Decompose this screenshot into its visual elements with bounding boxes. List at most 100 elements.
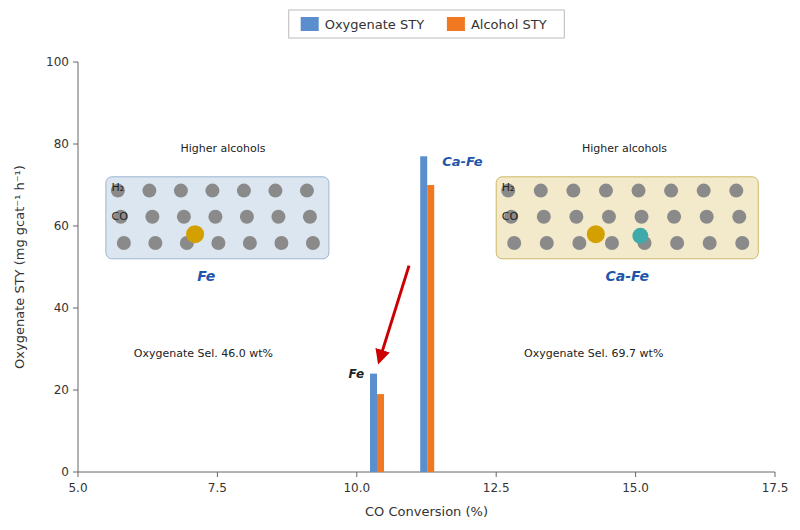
annotation: Oxygenate Sel. 46.0 wt% — [134, 347, 273, 360]
inset-atom — [237, 184, 251, 198]
annotation: Ca-Fe — [442, 154, 483, 169]
y-tick-label: 40 — [54, 301, 69, 315]
inset-atom — [540, 236, 554, 250]
inset-atom — [208, 210, 222, 224]
inset-atom — [142, 184, 156, 198]
x-tick — [496, 472, 497, 477]
inset-atom — [243, 236, 257, 250]
inset-atom — [271, 210, 285, 224]
inset-background — [106, 177, 329, 259]
pointer-arrow — [379, 266, 409, 362]
bars — [370, 156, 434, 472]
y-tick-label: 60 — [54, 219, 69, 233]
inset-atom — [703, 236, 717, 250]
inset — [496, 177, 758, 259]
inset-atom — [732, 210, 746, 224]
y-tick — [73, 308, 78, 309]
y-tick — [73, 472, 78, 473]
bar — [370, 374, 377, 472]
inset-atom — [670, 236, 684, 250]
x-tick — [635, 472, 636, 477]
x-axis-label: CO Conversion (%) — [365, 504, 488, 519]
inset-atom — [537, 210, 551, 224]
y-tick — [73, 62, 78, 63]
inset-atom — [145, 210, 159, 224]
x-tick-label: 10.0 — [343, 481, 370, 495]
annotation: H₂ — [502, 181, 515, 194]
inset-atom — [205, 184, 219, 198]
inset-active-site — [632, 228, 648, 244]
inset-atom — [174, 184, 188, 198]
legend: Oxygenate STY Alcohol STY — [289, 10, 565, 38]
y-axis-line — [78, 62, 79, 472]
inset-atom — [211, 236, 225, 250]
chart: 5.0 7.5 10.0 12.5 15.0 17.5 0 20 40 60 80 100 CO Con… — [0, 0, 800, 530]
annotations: Fe Ca-Fe Oxygenate Sel. 46.0 wt% Oxygenate … — [111, 142, 667, 380]
inset — [106, 177, 329, 259]
y-tick — [73, 144, 78, 145]
annotation: Higher alcohols — [180, 142, 265, 155]
inset-atom — [667, 210, 681, 224]
inset-atom — [700, 210, 714, 224]
inset-atom — [306, 236, 320, 250]
y-tick — [73, 226, 78, 227]
inset-atom — [664, 184, 678, 198]
x-tick-label: 17.5 — [762, 481, 789, 495]
annotation: Oxygenate Sel. 69.7 wt% — [524, 347, 663, 360]
annotation: Ca-Fe — [605, 268, 649, 284]
x-tick — [78, 472, 79, 477]
y-axis-label: Oxygenate STY (mg gcat⁻¹ h⁻¹) — [12, 165, 27, 369]
inset-atom — [602, 210, 616, 224]
inset-atom — [534, 184, 548, 198]
inset-active-site — [587, 225, 605, 243]
inset-atom — [697, 184, 711, 198]
y-tick-label: 20 — [54, 383, 69, 397]
chart-container: 5.0 7.5 10.0 12.5 15.0 17.5 0 20 40 60 80 100 CO Con… — [0, 0, 800, 530]
inset-atom — [735, 236, 749, 250]
inset-atom — [268, 184, 282, 198]
axes: 5.0 7.5 10.0 12.5 15.0 17.5 0 20 40 60 80 100 CO Con… — [12, 55, 788, 519]
inset-atom — [566, 184, 580, 198]
inset-atom — [635, 210, 649, 224]
bar — [420, 156, 427, 472]
y-tick — [73, 390, 78, 391]
x-tick — [217, 472, 218, 477]
x-tick — [775, 472, 776, 477]
inset-atom — [507, 236, 521, 250]
legend-label: Alcohol STY — [471, 17, 547, 32]
legend-frame — [289, 10, 565, 38]
y-tick-label: 100 — [46, 55, 69, 69]
inset-atom — [605, 236, 619, 250]
inset-atom — [240, 210, 254, 224]
legend-label: Oxygenate STY — [325, 17, 424, 32]
y-tick-label: 0 — [61, 465, 69, 479]
inset-atom — [303, 210, 317, 224]
inset-atom — [148, 236, 162, 250]
inset-atom — [177, 210, 191, 224]
annotation: Fe — [197, 268, 215, 284]
bar — [427, 185, 434, 472]
inset-atom — [569, 210, 583, 224]
inset-atom — [117, 236, 131, 250]
bar — [377, 394, 384, 472]
x-tick-label: 15.0 — [622, 481, 649, 495]
annotation: CO — [111, 210, 128, 223]
inset-atom — [599, 184, 613, 198]
x-tick-label: 12.5 — [483, 481, 510, 495]
x-tick-label: 7.5 — [208, 481, 227, 495]
legend-swatch — [301, 17, 319, 31]
inset-background — [496, 177, 758, 259]
annotation: H₂ — [111, 181, 124, 194]
inset-atom — [632, 184, 646, 198]
x-tick — [356, 472, 357, 477]
legend-swatch — [447, 17, 465, 31]
inset-atom — [300, 184, 314, 198]
annotation: Fe — [349, 367, 364, 381]
y-tick-label: 80 — [54, 137, 69, 151]
inset-atom — [729, 184, 743, 198]
inset-active-site — [186, 225, 204, 243]
inset-atom — [572, 236, 586, 250]
x-tick-label: 5.0 — [68, 481, 87, 495]
annotation: Higher alcohols — [582, 142, 667, 155]
inset-atom — [274, 236, 288, 250]
